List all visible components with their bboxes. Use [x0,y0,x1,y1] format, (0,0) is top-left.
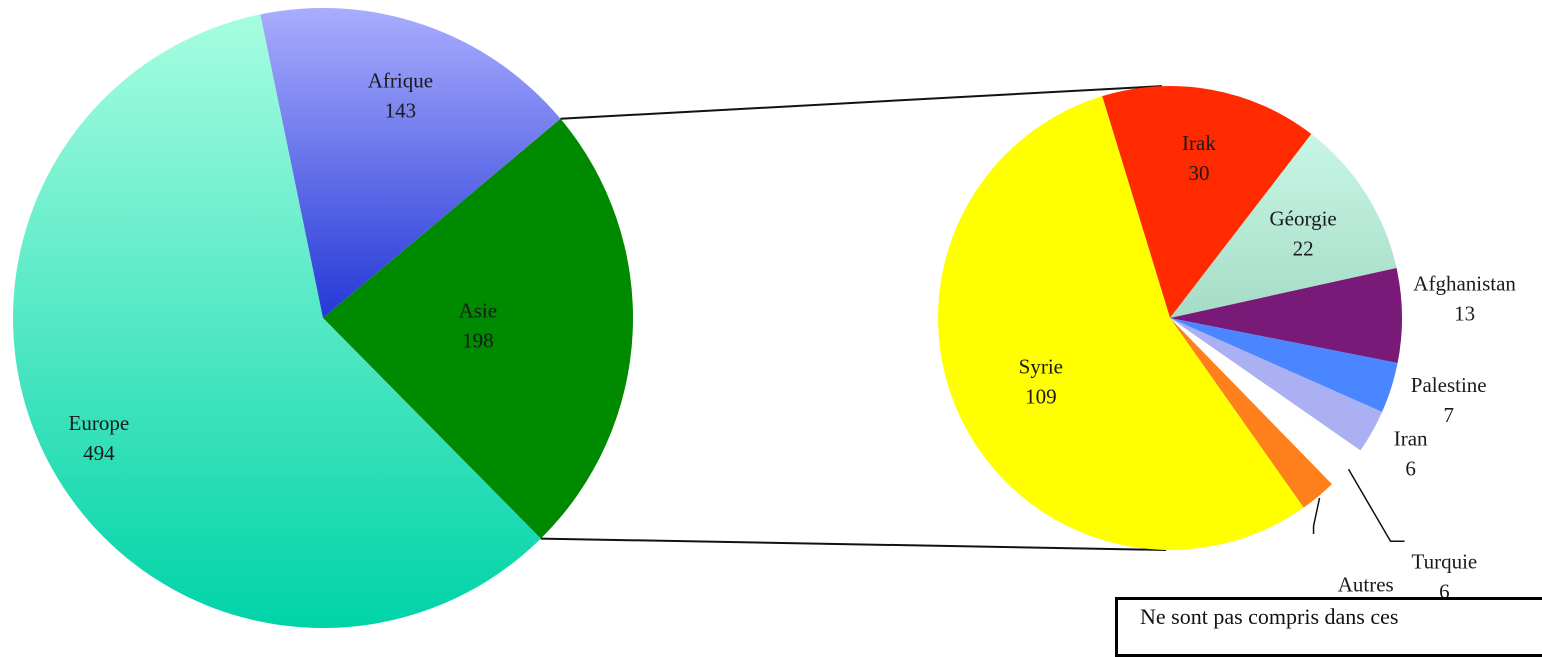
label-afrique: Afrique 143 [368,68,433,122]
slice-afrique [260,8,561,319]
slice-turquie [1170,318,1361,485]
label-syrie: Syrie 109 [1019,354,1063,408]
label-palestine: Palestine 7 [1411,373,1487,427]
slice-syrie [938,96,1304,551]
slice-palestine [1170,318,1398,413]
note-text: Ne sont pas compris dans ces [1140,604,1399,629]
slice-labels: Afrique 143 Asie 198 Europe 494 Irak 30 Géorgie 2… [69,68,1517,626]
main-pie [13,8,633,628]
slice-asie [323,118,633,539]
connector-top [560,85,1162,120]
label-irak: Irak 30 [1182,131,1216,185]
note-box: Ne sont pas compris dans ces [1115,597,1542,657]
leader-autres [1312,497,1321,534]
label-georgie: Géorgie 22 [1269,206,1336,260]
slice-europe [13,14,541,628]
slice-irak [1102,85,1312,318]
label-iran: Iran 6 [1394,426,1428,480]
connector-lines [540,85,1166,551]
pie-of-pie-chart: Afrique 143 Asie 198 Europe 494 Irak 30 Géorgie 2… [13,8,1517,628]
slice-afghanistan [1170,267,1402,363]
label-asie: Asie 198 [459,298,498,352]
slice-georgie [1170,134,1397,318]
slice-iran [1170,318,1383,451]
label-turquie: Turquie 6 [1411,549,1477,603]
label-europe: Europe 494 [69,411,130,465]
connector-bottom [540,537,1166,551]
slice-autres [1170,318,1332,508]
leader-turquie [1347,468,1405,543]
label-afghanistan: Afghanistan 13 [1413,272,1516,326]
detail-pie [938,85,1402,551]
